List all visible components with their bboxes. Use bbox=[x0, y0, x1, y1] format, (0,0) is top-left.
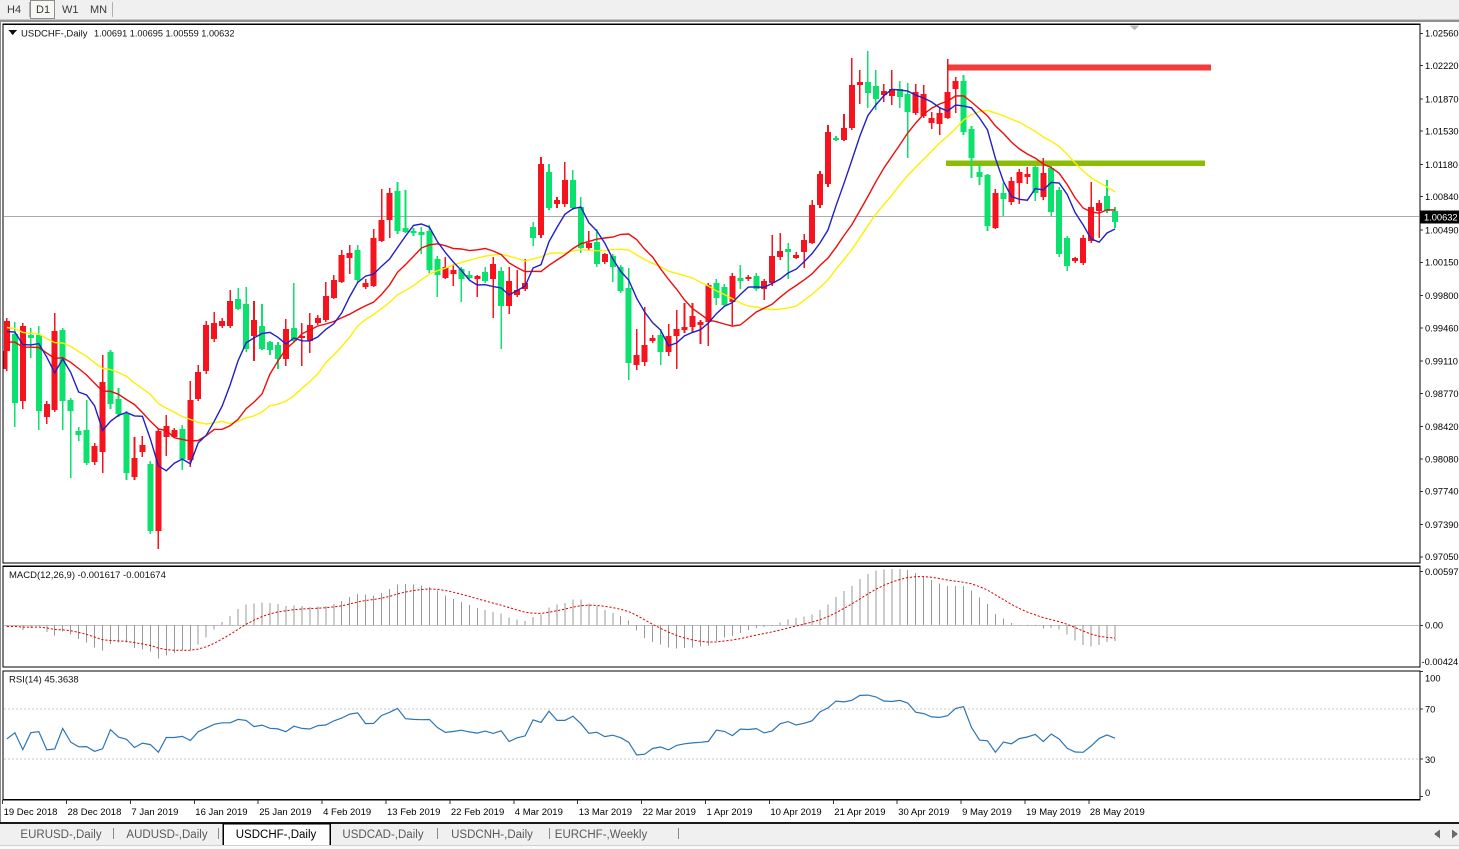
svg-text:1.00840: 1.00840 bbox=[1425, 192, 1459, 202]
svg-text:0.98080: 0.98080 bbox=[1425, 454, 1459, 464]
svg-text:30 Apr 2019: 30 Apr 2019 bbox=[898, 807, 949, 818]
svg-text:0.98420: 0.98420 bbox=[1425, 422, 1459, 432]
svg-text:D1: D1 bbox=[36, 4, 50, 16]
svg-text:0.97050: 0.97050 bbox=[1425, 552, 1459, 562]
svg-text:EURCHF-,Weekly: EURCHF-,Weekly bbox=[555, 829, 648, 841]
svg-text:USDCNH-,Daily: USDCNH-,Daily bbox=[451, 829, 533, 841]
svg-text:1.02220: 1.02220 bbox=[1425, 61, 1459, 71]
svg-text:70: 70 bbox=[1425, 704, 1435, 714]
svg-text:100: 100 bbox=[1425, 673, 1441, 683]
svg-text:22 Mar 2019: 22 Mar 2019 bbox=[643, 807, 696, 818]
svg-text:USDCHF-,Daily: USDCHF-,Daily bbox=[21, 29, 88, 40]
svg-text:EURUSD-,Daily: EURUSD-,Daily bbox=[20, 829, 101, 841]
svg-text:9 May 2019: 9 May 2019 bbox=[962, 807, 1012, 818]
svg-text:USDCAD-,Daily: USDCAD-,Daily bbox=[342, 829, 423, 841]
svg-text:10 Apr 2019: 10 Apr 2019 bbox=[770, 807, 821, 818]
svg-text:28 May 2019: 28 May 2019 bbox=[1090, 807, 1145, 818]
svg-text:0.00: 0.00 bbox=[1425, 621, 1443, 631]
svg-text:0.99460: 0.99460 bbox=[1425, 323, 1459, 333]
svg-text:1 Apr 2019: 1 Apr 2019 bbox=[707, 807, 753, 818]
svg-text:1.01530: 1.01530 bbox=[1425, 127, 1459, 137]
svg-text:W1: W1 bbox=[62, 4, 79, 16]
svg-text:1.01180: 1.01180 bbox=[1425, 160, 1458, 170]
svg-text:1.00490: 1.00490 bbox=[1425, 225, 1459, 235]
svg-text:0.98770: 0.98770 bbox=[1425, 389, 1459, 399]
svg-text:0.97740: 0.97740 bbox=[1425, 487, 1459, 497]
svg-text:4 Feb 2019: 4 Feb 2019 bbox=[323, 807, 371, 818]
svg-text:0.99110: 0.99110 bbox=[1425, 357, 1458, 367]
svg-text:0.97390: 0.97390 bbox=[1425, 520, 1459, 530]
svg-text:0.00597: 0.00597 bbox=[1425, 567, 1459, 577]
svg-text:19 May 2019: 19 May 2019 bbox=[1026, 807, 1081, 818]
svg-text:22 Feb 2019: 22 Feb 2019 bbox=[451, 807, 504, 818]
svg-text:30: 30 bbox=[1425, 755, 1435, 765]
svg-text:19 Dec 2018: 19 Dec 2018 bbox=[4, 807, 58, 818]
svg-text:1.02560: 1.02560 bbox=[1425, 29, 1459, 39]
svg-text:AUDUSD-,Daily: AUDUSD-,Daily bbox=[126, 829, 207, 841]
svg-text:USDCHF-,Daily: USDCHF-,Daily bbox=[236, 829, 317, 841]
svg-text:0.99800: 0.99800 bbox=[1425, 291, 1459, 301]
svg-text:13 Mar 2019: 13 Mar 2019 bbox=[579, 807, 632, 818]
svg-text:0: 0 bbox=[1425, 788, 1430, 798]
svg-text:-0.00424: -0.00424 bbox=[1422, 657, 1459, 667]
svg-text:28 Dec 2018: 28 Dec 2018 bbox=[68, 807, 122, 818]
svg-text:21 Apr 2019: 21 Apr 2019 bbox=[834, 807, 885, 818]
svg-text:7 Jan 2019: 7 Jan 2019 bbox=[131, 807, 178, 818]
svg-text:1.01870: 1.01870 bbox=[1425, 94, 1459, 104]
svg-text:1.00632: 1.00632 bbox=[1424, 212, 1458, 222]
svg-text:1.00150: 1.00150 bbox=[1425, 258, 1459, 268]
svg-text:16 Jan 2019: 16 Jan 2019 bbox=[195, 807, 247, 818]
svg-text:H4: H4 bbox=[7, 4, 21, 16]
svg-text:25 Jan 2019: 25 Jan 2019 bbox=[259, 807, 311, 818]
svg-text:13 Feb 2019: 13 Feb 2019 bbox=[387, 807, 440, 818]
svg-text:MN: MN bbox=[90, 4, 107, 16]
svg-text:MACD(12,26,9) -0.001617 -0.001: MACD(12,26,9) -0.001617 -0.001674 bbox=[9, 570, 166, 581]
svg-text:4 Mar 2019: 4 Mar 2019 bbox=[515, 807, 563, 818]
svg-text:RSI(14) 45.3638: RSI(14) 45.3638 bbox=[9, 675, 79, 686]
svg-text:1.00691 1.00695 1.00559 1.0063: 1.00691 1.00695 1.00559 1.00632 bbox=[94, 29, 235, 39]
